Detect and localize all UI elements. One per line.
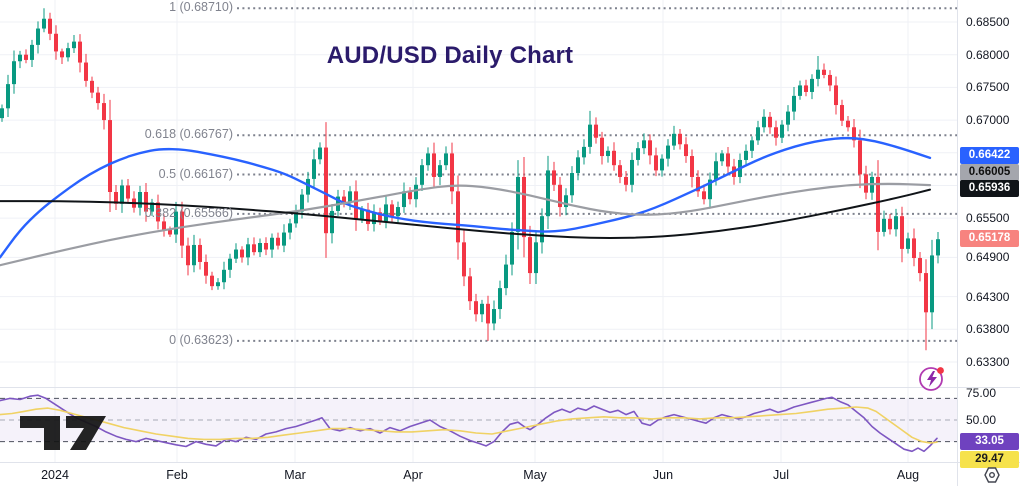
rsi-axis-label: 50.00 [966,413,997,427]
moving-averages-layer [0,136,932,267]
timeline-month-label: Feb [166,468,188,482]
timeline-month-label: May [523,468,547,482]
grid-layer [0,0,957,462]
price-axis-label: 0.68000 [966,47,1010,62]
rsi-ma-line-value-badge: 29.47 [960,450,1019,468]
timeline-month-label: Mar [284,468,306,482]
chart-title: AUD/USD Daily Chart [326,42,574,69]
price-axis-label: 0.63800 [966,322,1010,337]
tradingview-logo [20,416,106,450]
rsi-panel [0,394,957,453]
price-axis-label: 0.63300 [966,355,1010,369]
timeline-month-label: Jul [773,468,789,482]
timeline-month-label: Jun [652,468,674,482]
price-axis-label: 0.67500 [966,80,1010,95]
rsi-ma-line [0,406,938,444]
lightning-ideas-icon[interactable] [917,363,947,393]
price-axis-label: 0.68500 [966,15,1010,29]
price-axis-label: 0.64900 [966,250,1010,265]
rsi-axis-label: 75.00 [966,386,997,400]
timeline-month-label: 2024 [41,468,69,482]
rsi-line-value-badge: 33.05 [960,432,1019,450]
blue-ma [0,136,932,259]
fib-label: 0 (0.63623) [169,332,233,347]
price-axis-label: 0.65500 [966,211,1010,226]
gray-ma-value-badge: 0.66005 [960,163,1019,181]
fib-label: 0.618 (0.66767) [144,127,233,142]
fib-label: 1 (0.68710) [169,0,233,15]
black-ma [0,188,931,239]
timeline-month-label: Aug [896,468,920,482]
black-ma-value-badge: 0.65936 [960,179,1019,197]
rsi-line [0,394,938,453]
settings-hexagon-icon[interactable] [982,465,1002,485]
blue-ma-value-badge: 0.66422 [960,146,1019,164]
fib-label: 0.382 (0.65566) [144,205,233,220]
price-axis-label: 0.64300 [966,289,1010,304]
price-axis-label: 0.67000 [966,113,1010,128]
gray-ma [0,182,932,267]
candles-layer [0,8,940,351]
timeline-month-label: Apr [403,468,423,482]
fib-label: 0.5 (0.66167) [158,166,233,181]
last-price-badge: 0.65178 [960,229,1019,247]
